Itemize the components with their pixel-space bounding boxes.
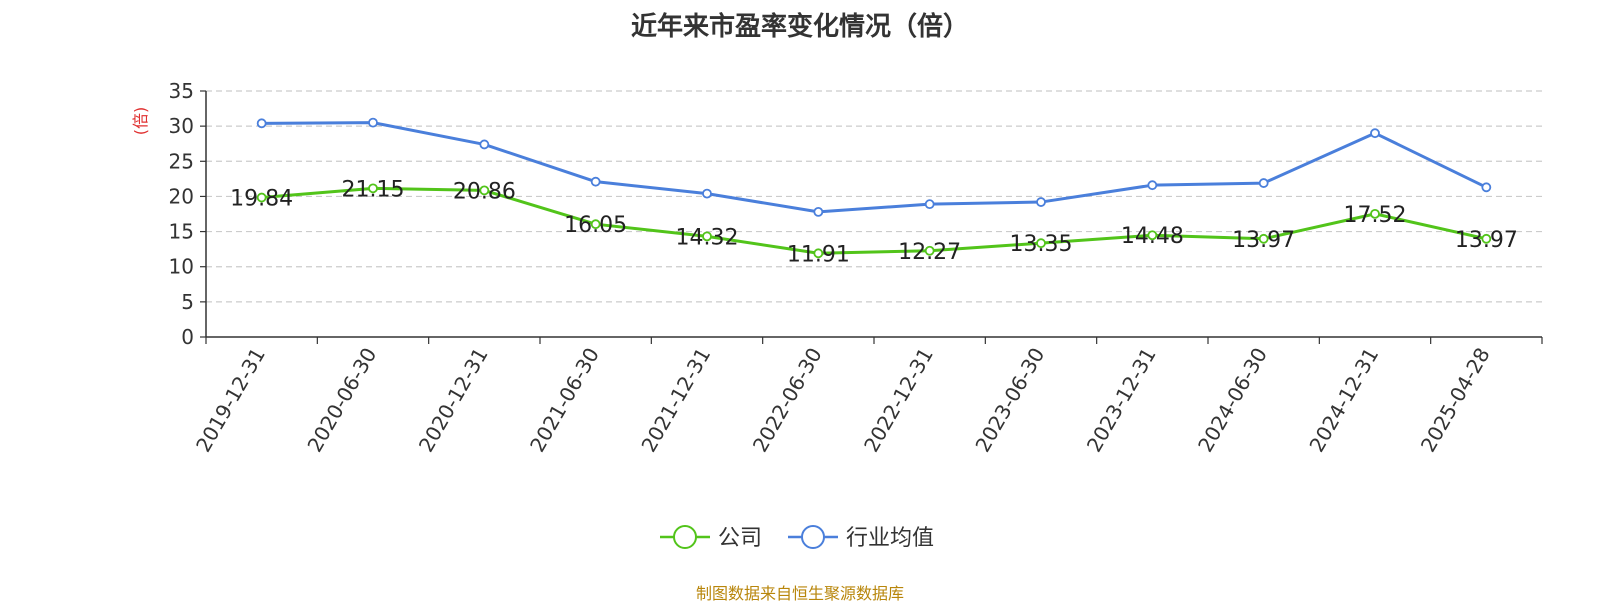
x-tick-label: 2019-12-31 (191, 344, 270, 457)
data-point (479, 185, 490, 196)
x-tick-label: 2020-12-31 (414, 344, 493, 457)
data-point (256, 192, 267, 203)
chart-title: 近年来市盈率变化情况（倍） (630, 12, 969, 42)
data-label: 11.91 (787, 242, 850, 267)
data-label: 13.97 (1232, 228, 1295, 253)
data-label: 12.27 (898, 240, 961, 265)
data-point (590, 176, 601, 187)
data-point (256, 118, 267, 129)
data-label: 13.35 (1010, 232, 1073, 257)
legend-marker (673, 525, 697, 549)
y-tick-label: 20 (169, 184, 194, 208)
source-note: 制图数据来自恒生聚源数据库 (695, 584, 904, 603)
data-point (368, 117, 378, 128)
y-tick-label: 30 (169, 114, 194, 138)
data-point (813, 206, 824, 217)
legend-item: 行业均值 (788, 525, 934, 551)
legend-marker (801, 525, 825, 549)
data-point (813, 248, 824, 259)
y-tick-label: 15 (169, 220, 194, 244)
data-point (702, 231, 712, 242)
data-label: 19.84 (230, 187, 293, 212)
x-tick-label: 2023-06-30 (970, 344, 1049, 457)
data-point (924, 199, 935, 210)
data-point (924, 245, 935, 256)
x-tick-label: 2024-06-30 (1193, 344, 1272, 457)
y-tick-label: 0 (181, 325, 194, 349)
data-label: 17.52 (1344, 203, 1407, 228)
data-label: 14.32 (676, 225, 739, 250)
x-tick-label: 2025-04-28 (1416, 344, 1495, 457)
grid-lines (206, 90, 1542, 303)
data-point (1147, 230, 1158, 241)
x-tick-label: 2022-06-30 (748, 344, 827, 457)
data-label: 16.05 (564, 213, 627, 238)
legend-label: 公司 (718, 526, 762, 551)
x-tick-label: 2020-06-30 (302, 344, 381, 457)
data-point (1036, 238, 1046, 249)
data-point (1481, 233, 1492, 244)
x-tick-label: 2024-12-31 (1304, 344, 1383, 457)
data-point (702, 188, 712, 199)
legend: 公司 行业均值 (660, 525, 934, 551)
x-tick-label: 2022-12-31 (859, 344, 938, 457)
y-tick-label: 35 (169, 79, 194, 103)
axes: 0 5 10 15 20 25 30 35 2019-12-31 2020-06-30 2020-1… (169, 79, 1543, 457)
data-point (1370, 208, 1380, 219)
legend-item: 公司 (660, 525, 762, 551)
data-label: 14.48 (1121, 224, 1184, 249)
data-point (590, 219, 601, 230)
series-line (261, 186, 1487, 255)
x-tick-label: 2023-12-31 (1082, 344, 1161, 457)
data-point (1481, 182, 1492, 193)
series (256, 117, 1492, 259)
y-tick-label: 25 (169, 149, 194, 173)
y-tick-label: 10 (169, 255, 194, 279)
data-point (1370, 128, 1380, 139)
data-point (368, 183, 378, 194)
data-point (1258, 178, 1269, 188)
data-point (1036, 197, 1046, 207)
data-point (1147, 180, 1158, 191)
data-label: 13.97 (1455, 228, 1518, 253)
y-tick-label: 5 (181, 290, 194, 314)
x-tick-label: 2021-06-30 (525, 344, 604, 457)
data-label: 20.86 (453, 179, 516, 204)
data-label: 21.15 (342, 177, 405, 202)
data-point (1258, 233, 1269, 244)
y-axis-label: (倍) (131, 107, 150, 136)
legend-label: 行业均值 (846, 526, 934, 551)
data-labels: 19.84 21.15 20.86 16.05 14.32 11.91 12.27 13.35… (230, 177, 1518, 267)
data-point (479, 139, 490, 150)
x-tick-label: 2021-12-31 (636, 344, 715, 457)
series-line (261, 121, 1487, 214)
